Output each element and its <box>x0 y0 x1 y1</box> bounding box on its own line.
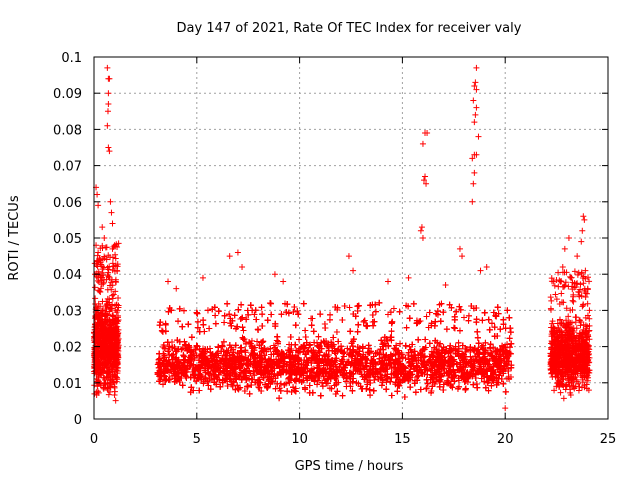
data-point <box>112 251 119 258</box>
data-point <box>92 315 99 322</box>
data-point <box>96 288 103 295</box>
data-point <box>92 295 99 302</box>
data-point <box>105 391 112 398</box>
data-point <box>109 292 116 299</box>
data-point <box>97 285 104 292</box>
data-point <box>109 295 116 302</box>
data-point <box>390 305 397 312</box>
data-point <box>110 291 117 298</box>
data-point <box>115 295 122 302</box>
data-point <box>91 284 98 291</box>
data-point <box>94 277 101 284</box>
data-point <box>112 397 119 404</box>
chart-title: Day 147 of 2021, Rate Of TEC Index for r… <box>177 21 522 36</box>
data-point <box>103 244 110 251</box>
data-point <box>112 255 119 262</box>
data-points <box>91 64 593 412</box>
